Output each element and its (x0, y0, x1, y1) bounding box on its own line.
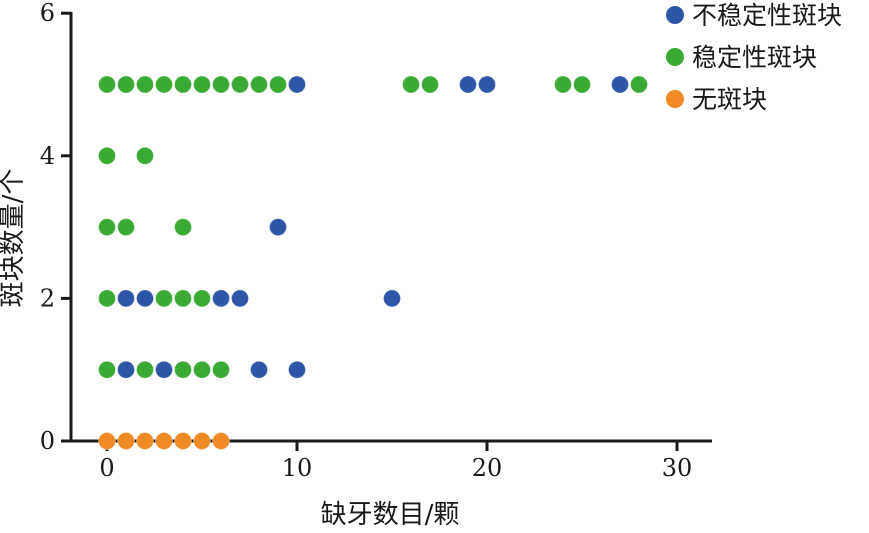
data-points (98, 75, 648, 450)
data-point-series-0 (288, 75, 306, 94)
y-axis-title: 斑块数量/个 (0, 169, 28, 308)
data-point-series-1 (136, 146, 154, 165)
data-point-series-1 (174, 360, 192, 379)
data-point-series-1 (174, 218, 192, 237)
data-point-series-0 (383, 289, 401, 308)
data-point-series-0 (117, 289, 135, 308)
x-axis-title: 缺牙数目/颗 (321, 500, 460, 530)
data-point-series-1 (98, 218, 116, 237)
data-point-series-2 (193, 432, 211, 450)
data-point-series-1 (421, 75, 439, 94)
data-point-series-0 (155, 360, 173, 379)
data-point-series-0 (212, 289, 230, 308)
data-point-series-0 (288, 360, 306, 379)
data-point-series-1 (136, 360, 154, 379)
x-tick-label: 20 (472, 454, 503, 482)
data-point-series-1 (174, 289, 192, 308)
data-point-series-1 (98, 75, 116, 94)
data-point-series-1 (98, 146, 116, 165)
data-point-series-1 (193, 289, 211, 308)
data-point-series-1 (98, 289, 116, 308)
data-point-series-1 (155, 289, 173, 308)
y-tick-label: 2 (40, 284, 55, 312)
legend-label: 不稳定性斑块 (692, 1, 842, 30)
data-point-series-1 (231, 75, 249, 94)
data-point-series-2 (155, 432, 173, 450)
data-point-series-1 (98, 360, 116, 379)
data-point-series-1 (155, 75, 173, 94)
y-tick-label: 0 (40, 427, 55, 455)
data-point-series-0 (611, 75, 629, 94)
data-point-series-1 (136, 75, 154, 94)
x-ticks: 0 10 20 30 (99, 441, 692, 482)
data-point-series-1 (212, 360, 230, 379)
data-point-series-2 (212, 432, 230, 450)
data-point-series-1 (193, 360, 211, 379)
data-point-series-0 (231, 289, 249, 308)
x-tick-label: 30 (662, 454, 693, 482)
x-tick-label: 10 (282, 454, 313, 482)
legend-marker (666, 6, 684, 24)
legend-marker (666, 90, 684, 108)
data-point-series-1 (402, 75, 420, 94)
data-point-series-2 (174, 432, 192, 450)
data-point-series-0 (269, 218, 287, 237)
data-point-series-2 (98, 432, 116, 450)
data-point-series-1 (554, 75, 572, 94)
data-point-series-1 (193, 75, 211, 94)
legend-label: 无斑块 (692, 85, 767, 114)
data-point-series-2 (136, 432, 154, 450)
data-point-series-1 (250, 75, 268, 94)
data-point-series-0 (250, 360, 268, 379)
legend-marker (666, 48, 684, 66)
y-tick-label: 4 (40, 142, 55, 170)
data-point-series-0 (478, 75, 496, 94)
data-point-series-1 (117, 75, 135, 94)
data-point-series-0 (459, 75, 477, 94)
data-point-series-1 (212, 75, 230, 94)
data-point-series-0 (136, 289, 154, 308)
data-point-series-1 (573, 75, 591, 94)
data-point-series-0 (117, 360, 135, 379)
data-point-series-1 (269, 75, 287, 94)
y-tick-label: 6 (40, 0, 55, 27)
data-point-series-1 (117, 218, 135, 237)
y-ticks: 0 2 4 6 (40, 0, 71, 455)
legend-label: 稳定性斑块 (692, 43, 817, 72)
x-tick-label: 0 (99, 454, 114, 482)
data-point-series-2 (117, 432, 135, 450)
data-point-series-1 (174, 75, 192, 94)
data-point-series-1 (630, 75, 648, 94)
